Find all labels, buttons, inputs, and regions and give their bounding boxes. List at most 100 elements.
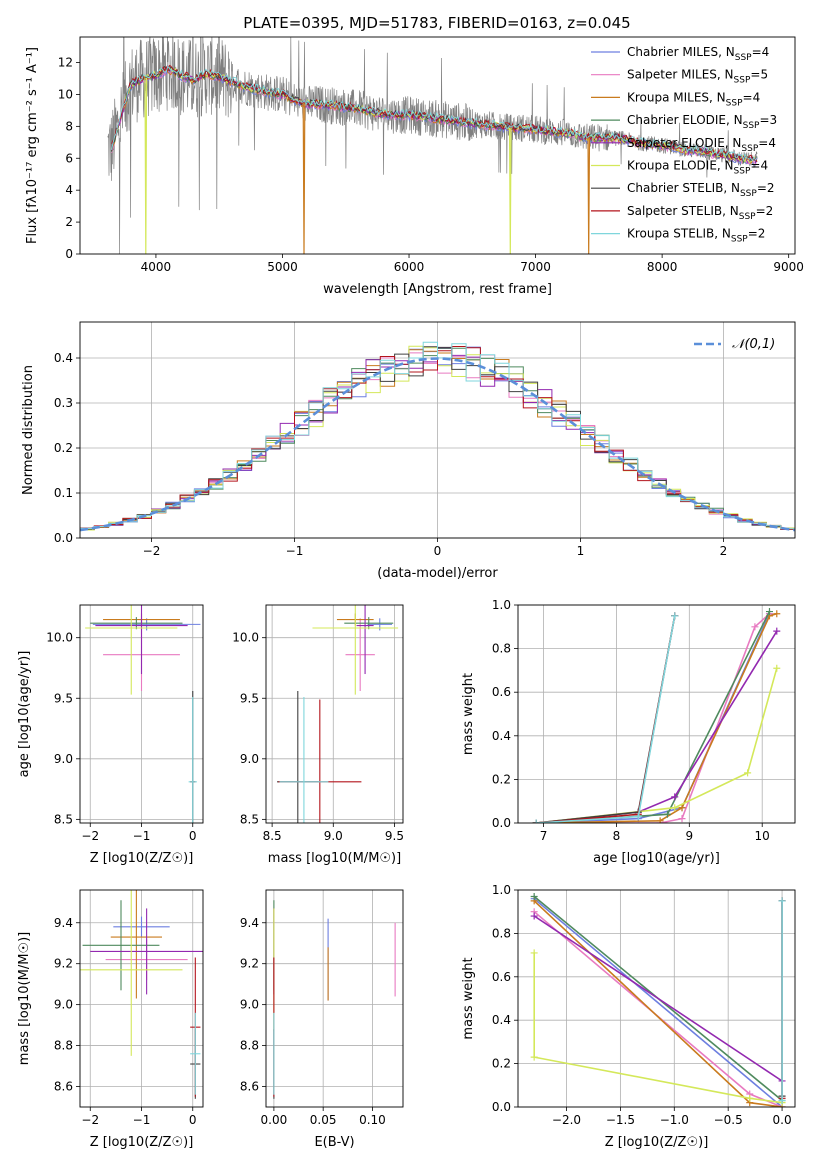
- x-tick-label: 6000: [394, 260, 425, 274]
- y-tick-label: 0.2: [492, 772, 511, 786]
- y-tick-label: 8.8: [240, 1039, 259, 1053]
- weight-marker: [778, 1096, 786, 1104]
- axes-frame: [265, 604, 404, 824]
- y-tick-label: 9.0: [54, 752, 73, 766]
- x-tick-label: 1: [577, 544, 585, 558]
- panel-weight-age: 7 8 9 10 0.0 0.2 0.4 0.6 0.8 1.0 age [log10(age/yr…: [461, 598, 796, 866]
- x-tick-label: 9.0: [324, 829, 343, 843]
- y-tick-label: 0.4: [492, 729, 511, 743]
- grid: [266, 890, 403, 1107]
- legend-label: 𝒩(0,1): [732, 337, 775, 352]
- y-tick-label: 1.0: [492, 598, 511, 612]
- y-tick-label: 8.5: [54, 812, 73, 826]
- x-tick-label: 2: [720, 544, 728, 558]
- y-tick-label: 9.2: [240, 957, 259, 971]
- weight-line-kroupa-elodie: [533, 952, 783, 1104]
- y-tick-label: 0.4: [492, 1013, 511, 1027]
- x-axis-label: Z [log10(Z/Z☉)]: [605, 1135, 709, 1150]
- normal-curve: [80, 357, 795, 532]
- x-tick-label: −1: [133, 1113, 151, 1127]
- grid: [80, 890, 203, 1107]
- y-tick-label: 8.5: [240, 812, 259, 826]
- x-tick-label: 10: [755, 829, 770, 843]
- plot-area: [107, 37, 758, 254]
- weight-line-salpeter-elodie: [533, 915, 783, 1082]
- weight-line-kroupa-elodie: [536, 667, 778, 823]
- y-axis-label: age [log10(age/yr)]: [17, 651, 32, 778]
- grid: [518, 889, 795, 1108]
- y-axis-label: mass [log10(M/M☉)]: [17, 932, 32, 1065]
- y-tick-label: 6: [65, 151, 73, 165]
- weight-marker: [663, 810, 671, 818]
- weight-line-salpeter-stelib: [536, 615, 676, 823]
- x-tick-label: 7000: [520, 260, 551, 274]
- y-tick-label: 8: [65, 119, 73, 133]
- y-tick-label: 9.4: [240, 916, 259, 930]
- weight-marker: [656, 817, 664, 823]
- weight-marker: [678, 815, 686, 823]
- x-tick-label: 8: [613, 829, 621, 843]
- weight-marker: [744, 769, 752, 777]
- panel-age-Z: −2 −1 0 8.5 9.0 9.5 10.0 Z [log10(Z/Z☉)] age [lo…: [17, 604, 204, 866]
- x-tick-label: −1: [133, 829, 151, 843]
- legend-label: Salpeter ELODIE, NSSP=4: [627, 136, 776, 154]
- weight-line-chabrier-miles: [536, 613, 771, 823]
- y-tick-label: 2: [65, 215, 73, 229]
- y-tick-label: 0.2: [492, 1057, 511, 1071]
- x-tick-label: 0.05: [310, 1113, 337, 1127]
- weight-marker: [778, 897, 786, 905]
- x-tick-label: 0.10: [359, 1113, 386, 1127]
- x-tick-label: 0: [189, 1113, 197, 1127]
- x-axis-label: (data-model)/error: [377, 566, 498, 581]
- x-tick-label: 0.00: [261, 1113, 288, 1127]
- x-tick-label: 7: [540, 829, 548, 843]
- x-tick-label: 4000: [141, 260, 172, 274]
- y-tick-label: 9.2: [54, 957, 73, 971]
- x-tick-label: −0.5: [714, 1113, 743, 1127]
- x-tick-label: 8000: [647, 260, 678, 274]
- y-tick-label: 9.0: [54, 998, 73, 1012]
- weight-marker: [773, 627, 781, 635]
- y-tick-label: 0.8: [492, 642, 511, 656]
- y-tick-label: 0.0: [54, 531, 73, 545]
- weight-marker: [671, 612, 679, 620]
- model-absorption-dip: [302, 103, 306, 254]
- weight-marker: [678, 804, 686, 812]
- legend-label: Kroupa ELODIE, NSSP=4: [627, 159, 768, 177]
- legend-label: Salpeter STELIB, NSSP=2: [627, 204, 773, 222]
- plot-area: [277, 605, 399, 823]
- x-axis-label: mass [log10(M/M☉)]: [268, 851, 401, 866]
- y-tick-label: 10.0: [46, 631, 73, 645]
- y-tick-label: 0.0: [492, 816, 511, 830]
- figure-title: PLATE=0395, MJD=51783, FIBERID=0163, z=0…: [243, 14, 630, 32]
- x-tick-label: 0: [434, 544, 442, 558]
- x-tick-label: 0.0: [773, 1113, 792, 1127]
- plot-area: [530, 893, 786, 1107]
- axes-frame: [265, 889, 404, 1108]
- weight-line-salpeter-elodie: [536, 630, 778, 823]
- y-tick-label: 0.6: [492, 685, 511, 699]
- panel-weight-Z: −2.0 −1.5 −1.0 −0.5 0.0 0.0 0.2 0.4 0.6 0.8 1.0 Z […: [461, 883, 796, 1150]
- model-absorption-dip: [508, 127, 512, 254]
- weight-marker: [530, 1053, 538, 1061]
- x-tick-label: −1.5: [606, 1113, 635, 1127]
- model-line-chabrier-stelib: [111, 65, 758, 163]
- y-tick-label: 8.6: [54, 1080, 73, 1094]
- weight-line-salpeter-miles: [536, 613, 771, 823]
- weight-marker: [530, 949, 538, 957]
- data-spectrum-line: [107, 37, 758, 254]
- axes-frame: [517, 604, 796, 824]
- model-absorption-dip: [144, 77, 148, 254]
- y-tick-label: 0.8: [492, 926, 511, 940]
- x-axis-label: E(B-V): [314, 1135, 354, 1150]
- x-tick-label: 9: [685, 829, 693, 843]
- weight-marker: [671, 793, 679, 801]
- axes-frame: [517, 889, 796, 1108]
- y-axis-label: Flux [fλ10⁻¹⁷ erg cm⁻² s⁻¹ A⁻¹]: [25, 47, 40, 244]
- y-tick-label: 9.5: [240, 691, 259, 705]
- y-tick-label: 8.8: [54, 1039, 73, 1053]
- plot-area: [532, 608, 781, 823]
- weight-line-chabrier-elodie: [536, 611, 771, 823]
- weight-marker: [530, 893, 538, 901]
- y-tick-label: 0.4: [54, 351, 73, 365]
